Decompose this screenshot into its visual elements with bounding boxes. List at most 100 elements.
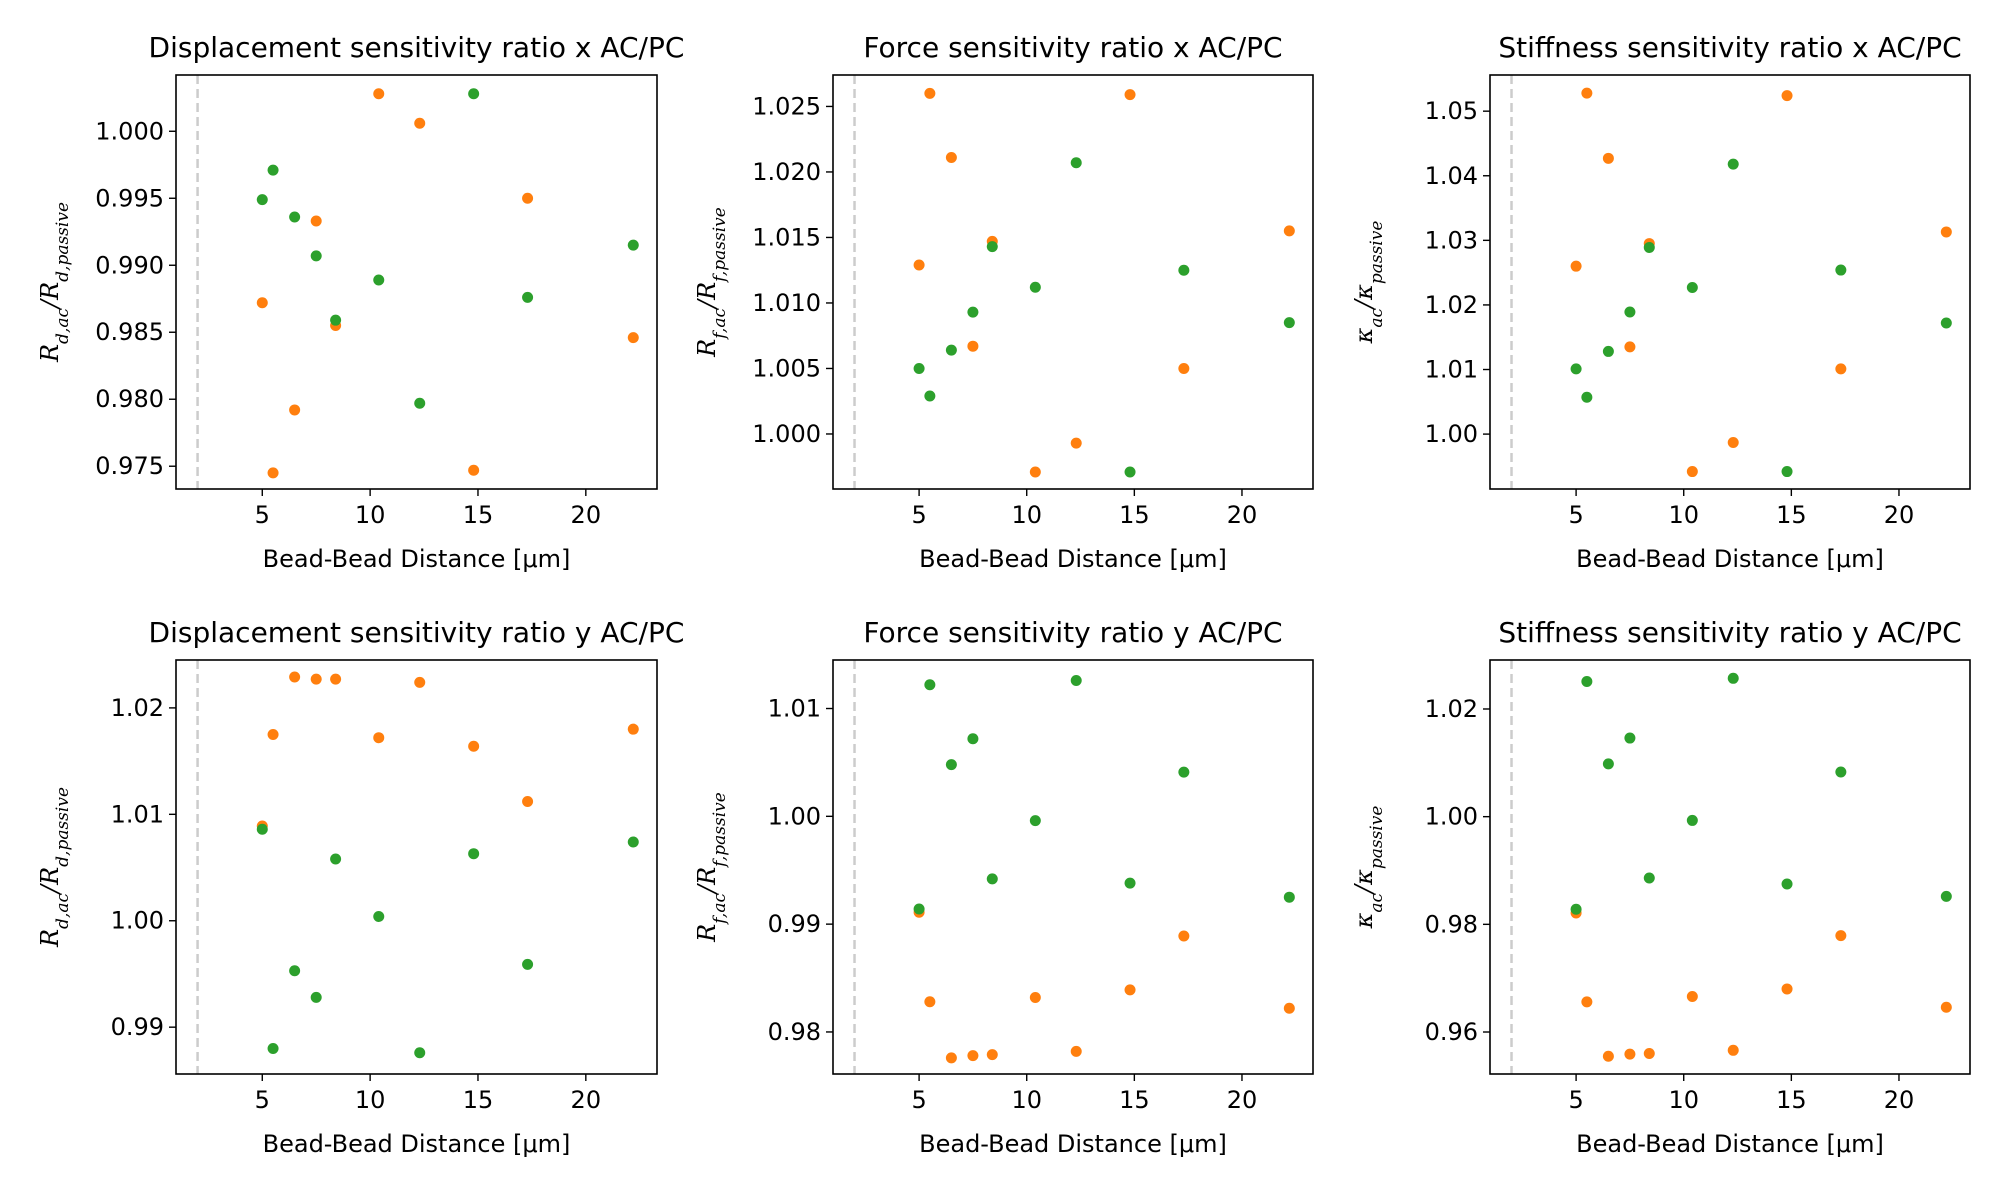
y-tick-label: 1.015 [752, 223, 821, 251]
data-point-series-2-10 [627, 239, 639, 251]
data-point-series-2-1 [256, 823, 268, 835]
y-tick-label: 1.05 [1425, 97, 1478, 125]
data-point-series-1-6 [373, 732, 385, 744]
chart-title: Force sensitivity ratio x AC/PC [863, 31, 1282, 64]
axes-frame [1489, 74, 1971, 490]
x-tick-label: 15 [463, 501, 494, 529]
data-point-series-2-8 [1781, 878, 1793, 890]
data-point-series-2-4 [310, 991, 322, 1003]
data-point-series-2-9 [522, 958, 534, 970]
y-tick-label: 1.01 [768, 695, 821, 723]
chart-title: Force sensitivity ratio y AC/PC [863, 616, 1282, 649]
data-point-series-1-7 [1070, 437, 1082, 449]
data-point-series-1-7 [414, 117, 426, 129]
data-point-series-2-3 [1602, 758, 1614, 770]
data-point-series-2-2 [924, 390, 936, 402]
axes-frame [832, 74, 1314, 490]
data-point-series-1-8 [1781, 983, 1793, 995]
x-axis-label: Bead-Bead Distance [μm] [263, 545, 571, 573]
data-point-series-2-9 [1178, 766, 1190, 778]
data-point-series-2-6 [373, 274, 385, 286]
data-point-series-1-4 [1624, 1048, 1636, 1060]
data-point-series-1-9 [1835, 363, 1847, 375]
axes-frame [175, 74, 658, 490]
y-tick-label: 0.980 [95, 385, 164, 413]
y-tick-label: 0.96 [1425, 1018, 1478, 1046]
x-axis-label: Bead-Bead Distance [μm] [263, 1130, 571, 1158]
x-axis-label: Bead-Bead Distance [μm] [919, 545, 1227, 573]
data-point-series-2-4 [967, 733, 979, 745]
data-point-series-1-8 [468, 740, 480, 752]
x-axis-label: Bead-Bead Distance [μm] [919, 1130, 1227, 1158]
data-point-series-1-10 [1283, 1002, 1295, 1014]
chart-title: Displacement sensitivity ratio y AC/PC [149, 616, 685, 649]
data-point-series-1-2 [1581, 87, 1593, 99]
data-point-series-1-6 [373, 88, 385, 100]
x-tick-label: 20 [1884, 501, 1915, 529]
data-point-series-2-9 [1835, 264, 1847, 276]
data-point-series-2-10 [1940, 317, 1952, 329]
data-point-series-2-4 [1624, 306, 1636, 318]
y-tick-label: 1.020 [752, 158, 821, 186]
data-point-series-2-1 [913, 903, 925, 915]
subplot-5: 5 10 15 20 0.98 0.99 1.00 1.01 Force sensitivity… [693, 616, 1314, 1158]
data-point-series-1-9 [1178, 930, 1190, 942]
data-point-series-2-3 [289, 965, 301, 977]
data-point-series-2-1 [256, 194, 268, 206]
data-point-series-2-10 [1283, 891, 1295, 903]
y-tick-label: 1.01 [111, 800, 164, 828]
data-point-series-2-3 [945, 759, 957, 771]
x-tick-label: 20 [571, 1086, 602, 1114]
data-point-series-2-7 [1070, 674, 1082, 686]
data-point-series-1-5 [1643, 1048, 1655, 1060]
data-point-series-2-9 [1178, 264, 1190, 276]
subplot-4: 5 10 15 20 0.99 1.00 1.01 1.02 Displacement sens… [36, 616, 684, 1158]
subplot-2: 5 10 15 20 1.000 1.005 1.010 1.015 1.020 1.025 For… [693, 31, 1314, 573]
x-tick-label: 15 [463, 1086, 494, 1114]
subplot-1: 5 10 15 20 0.975 0.980 0.985 0.990 0.995 1.000 Dis… [36, 31, 684, 573]
y-tick-label: 0.985 [95, 318, 164, 346]
data-point-series-2-3 [945, 344, 957, 356]
y-tick-label: 0.990 [95, 251, 164, 279]
x-tick-label: 15 [1776, 1086, 1807, 1114]
x-tick-label: 15 [1119, 501, 1150, 529]
x-tick-label: 15 [1119, 1086, 1150, 1114]
data-point-series-1-2 [924, 996, 936, 1008]
data-point-series-2-2 [267, 164, 279, 176]
x-tick-label: 5 [1568, 501, 1583, 529]
data-point-series-1-6 [1686, 990, 1698, 1002]
data-point-series-1-2 [267, 467, 279, 479]
data-point-series-1-1 [1570, 260, 1582, 272]
y-tick-label: 1.010 [752, 289, 821, 317]
data-point-series-1-2 [267, 728, 279, 740]
data-point-series-1-9 [522, 192, 534, 204]
data-point-series-1-3 [945, 1052, 957, 1064]
data-point-series-1-4 [967, 1050, 979, 1062]
x-tick-label: 20 [1227, 1086, 1258, 1114]
data-point-series-1-9 [1835, 930, 1847, 942]
y-tick-label: 1.02 [111, 694, 164, 722]
x-tick-label: 10 [355, 1086, 386, 1114]
data-point-series-1-7 [1727, 436, 1739, 448]
data-point-series-2-1 [913, 362, 925, 374]
data-point-series-1-10 [1283, 225, 1295, 237]
data-point-series-1-2 [924, 87, 936, 99]
data-point-series-1-7 [414, 676, 426, 688]
data-point-series-1-5 [330, 673, 342, 685]
data-point-series-1-6 [1029, 991, 1041, 1003]
x-tick-label: 20 [1227, 501, 1258, 529]
y-axis-label: κac/κpassive [1350, 806, 1387, 930]
data-point-series-1-2 [1581, 996, 1593, 1008]
y-tick-label: 0.98 [768, 1018, 821, 1046]
data-point-series-1-7 [1727, 1044, 1739, 1056]
data-point-series-1-4 [310, 673, 322, 685]
x-tick-label: 10 [1668, 1086, 1699, 1114]
y-tick-label: 1.025 [752, 92, 821, 120]
data-point-series-2-6 [1029, 815, 1041, 827]
y-tick-label: 1.000 [95, 117, 164, 145]
y-tick-label: 1.00 [768, 802, 821, 830]
data-point-series-2-2 [1581, 676, 1593, 688]
x-axis-label: Bead-Bead Distance [μm] [1576, 1130, 1884, 1158]
data-point-series-1-1 [913, 259, 925, 271]
